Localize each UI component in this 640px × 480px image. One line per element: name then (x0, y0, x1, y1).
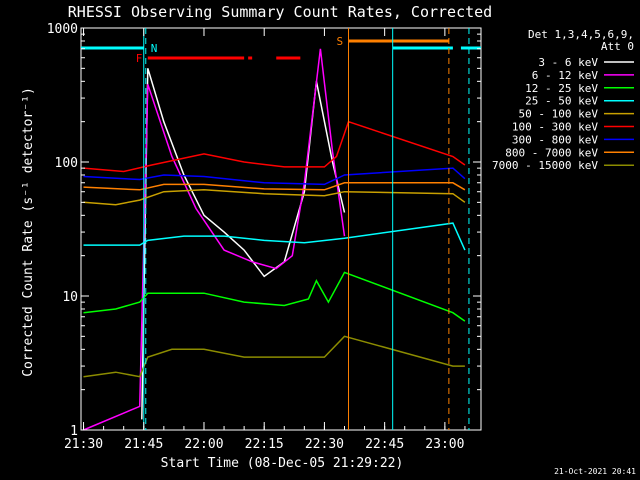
series-line-9 (83, 335, 465, 378)
x-tick-label-1: 21:30 (64, 437, 103, 452)
x-tick-label-3: 22:00 (184, 437, 223, 452)
legend-label-6: 100 - 300 keV (512, 121, 598, 134)
legend-label-4: 25 - 50 keV (525, 95, 598, 108)
legend-header-1: Det 1,3,4,5,6,9, (528, 28, 634, 41)
flag-label-n: N (151, 42, 158, 55)
y-axis-label: Corrected Count Rate (s⁻¹ detector⁻¹) (21, 87, 36, 377)
y-tick-label-2: 10 (62, 290, 78, 305)
legend-label-8: 800 - 7000 keV (505, 146, 598, 159)
x-tick-label-2: 21:45 (124, 437, 163, 452)
flag-label-f: F (136, 52, 143, 65)
series-line-5 (83, 189, 466, 206)
series-lines (83, 48, 466, 431)
chart-title: RHESSI Observing Summary Count Rates, Co… (68, 3, 492, 21)
x-tick-label-6: 22:45 (365, 437, 404, 452)
y-tick-label-1: 1 (70, 424, 78, 439)
footer-date: 21-Oct-2021 20:41 (554, 467, 636, 476)
legend-label-9: 7000 - 15000 keV (492, 159, 598, 172)
x-tick-label-5: 22:30 (305, 437, 344, 452)
legend-label-1: 3 - 6 keV (538, 56, 598, 69)
legend-label-2: 6 - 12 keV (532, 69, 599, 82)
series-line-3 (83, 271, 466, 322)
legend-label-3: 12 - 25 keV (525, 82, 598, 95)
series-line-6 (83, 120, 466, 173)
x-axis: 21:30 21:45 22:00 22:15 22:30 22:45 23:00 (64, 28, 466, 452)
series-line-8 (83, 182, 466, 191)
legend-label-7: 300 - 800 keV (512, 133, 598, 146)
series-line-2 (83, 48, 346, 431)
series-line-7 (83, 167, 466, 186)
legend-label-5: 50 - 100 keV (519, 108, 599, 121)
flag-label-s: S (337, 35, 344, 48)
plot-frame (80, 27, 482, 431)
x-tick-label-7: 23:00 (425, 437, 464, 452)
y-tick-label-3: 100 (55, 156, 78, 171)
legend-header-2: Att 0 (601, 40, 634, 53)
flag-bars: NF S (81, 28, 481, 430)
y-axis: 1 10 100 1000 (47, 22, 481, 439)
y-tick-label-4: 1000 (47, 22, 78, 37)
x-axis-label: Start Time (08-Dec-05 21:29:22) (161, 456, 404, 471)
x-tick-label-4: 22:15 (245, 437, 284, 452)
